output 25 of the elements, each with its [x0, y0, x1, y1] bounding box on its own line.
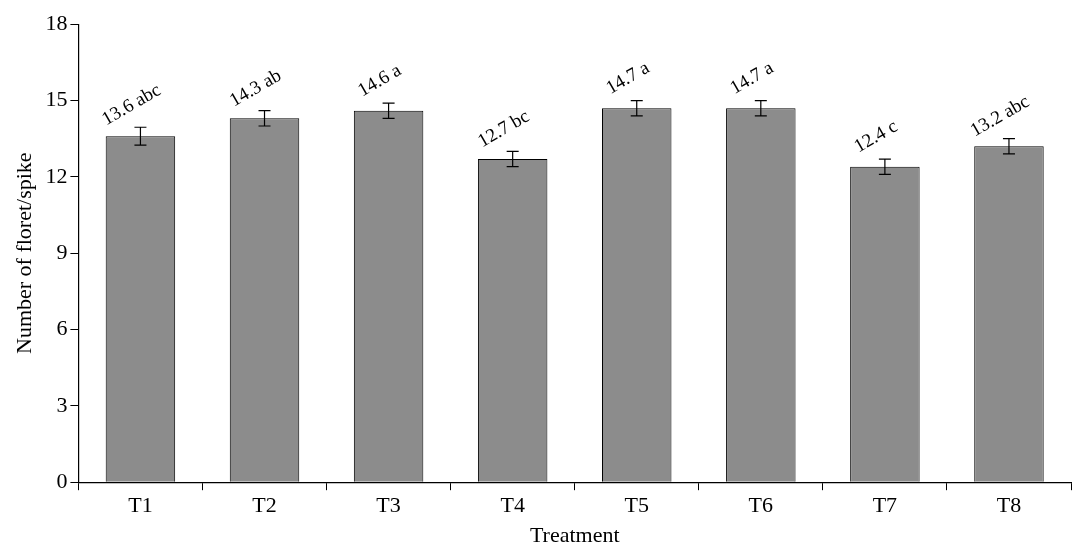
- data-label: 13.6 abc: [97, 78, 165, 129]
- x-tick-label: T7: [872, 492, 898, 518]
- x-tick-label: T5: [624, 492, 649, 518]
- data-label: 13.2 abc: [966, 89, 1033, 141]
- data-label: 12.4 c: [850, 114, 901, 157]
- y-tick-label: 9: [56, 238, 68, 264]
- data-label: 14.6 a: [353, 58, 405, 101]
- data-label: 14.3 ab: [225, 64, 285, 111]
- y-tick-label: 3: [56, 391, 68, 417]
- y-tick-label: 0: [56, 467, 68, 493]
- y-axis-title: Number of floret/spike: [10, 152, 36, 354]
- data-label: 14.7 a: [601, 56, 654, 98]
- y-tick-label: 18: [45, 9, 68, 35]
- x-tick-label: T4: [500, 492, 525, 518]
- y-tick-label: 15: [45, 86, 68, 112]
- y-tick-label: 12: [45, 162, 68, 188]
- data-label: 14.7 a: [725, 56, 778, 98]
- x-tick-label: T3: [376, 492, 401, 518]
- x-tick-label: T6: [748, 492, 774, 518]
- x-axis-title: Treatment: [529, 521, 620, 547]
- x-tick-label: T2: [252, 492, 277, 518]
- y-tick-label: 6: [56, 315, 68, 341]
- data-label: 12.7 bc: [473, 104, 533, 151]
- x-tick-label: T8: [996, 492, 1022, 518]
- x-tick-label: T1: [128, 492, 153, 518]
